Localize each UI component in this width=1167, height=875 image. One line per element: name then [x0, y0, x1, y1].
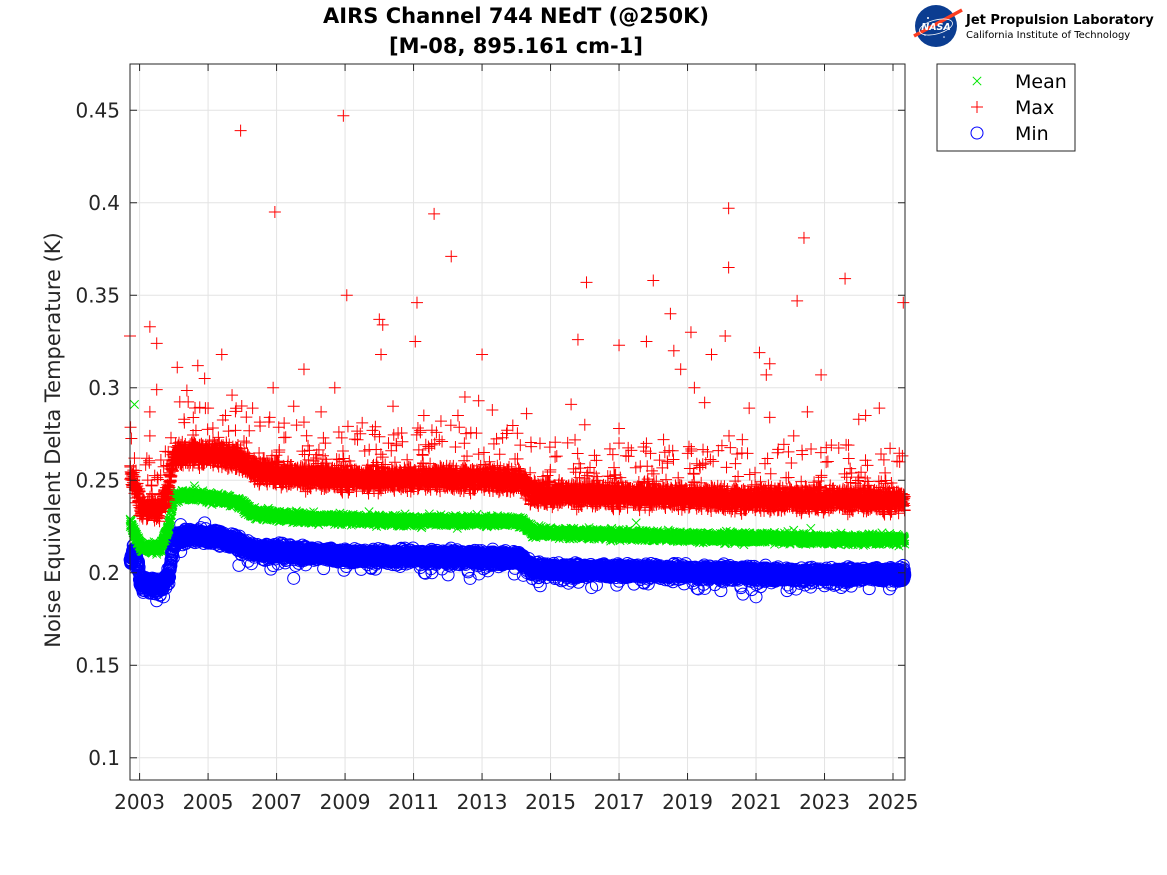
nasa-meatball-orbit [919, 18, 953, 36]
nasa-meatball-star [927, 17, 929, 19]
jpl-logo: NASA Jet Propulsion Laboratory Californi… [913, 5, 1154, 47]
data-point [132, 556, 146, 570]
chart-title-line-1: AIRS Channel 744 NEdT (@250K) [323, 4, 709, 28]
nasa-badge-text: NASA [921, 22, 951, 33]
nasa-meatball-swoosh [913, 8, 963, 38]
org-name: Jet Propulsion Laboratory [965, 13, 1154, 28]
data-marks [123, 109, 912, 608]
data-point [160, 577, 174, 591]
chart-title-line-2: [M-08, 895.161 cm-1] [389, 34, 643, 58]
grid [130, 64, 905, 780]
series-min [123, 516, 912, 608]
nasa-meatball-star [943, 36, 945, 38]
data-point [162, 577, 176, 591]
org-subtitle: California Institute of Technology [966, 30, 1130, 41]
data-point [163, 563, 177, 577]
